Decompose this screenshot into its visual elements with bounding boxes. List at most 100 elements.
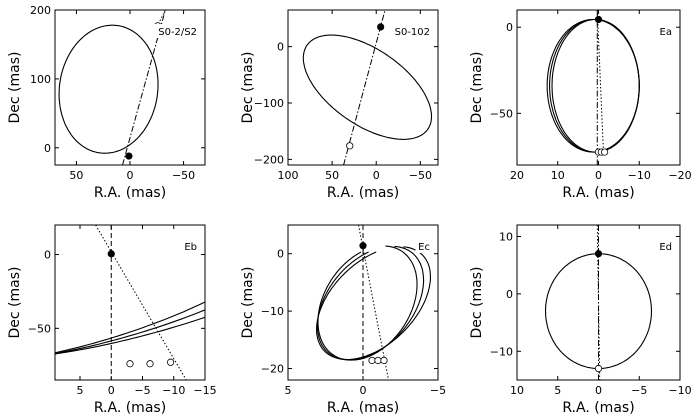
- current-position-marker: [107, 250, 115, 258]
- x-tick-label: 100: [278, 169, 299, 182]
- periapse-marker: [126, 360, 134, 368]
- panel-title-bg: [415, 239, 432, 253]
- orbit-curve: [55, 301, 205, 354]
- orbit-curve: [302, 34, 433, 140]
- y-axis-label: Dec (mas): [469, 267, 485, 339]
- orbit-curve: [55, 316, 205, 355]
- x-tick-label: −5: [134, 384, 150, 397]
- x-tick-label: −5: [430, 384, 446, 397]
- panel-title: Ec: [418, 242, 430, 253]
- dotted-line: [95, 225, 187, 380]
- panel-title-bg: [390, 24, 432, 38]
- plot-area: [316, 225, 431, 380]
- y-tick-label: −100: [254, 97, 284, 110]
- y-tick-label: 0: [506, 288, 513, 301]
- x-tick-label: 50: [69, 169, 83, 182]
- y-tick-label: 0: [506, 21, 513, 34]
- orbit-curve: [317, 245, 418, 361]
- plot-frame: [54, 224, 206, 381]
- x-tick-label: 0: [360, 384, 367, 397]
- x-tick-label: 5: [77, 384, 84, 397]
- dashdot-line: [122, 10, 166, 165]
- x-tick-label: 0: [595, 169, 602, 182]
- panel-title-bg: [657, 239, 674, 253]
- orbit-curve: [549, 18, 640, 153]
- panel-3: 20 10 0 −10 −20 0 −50 R.A. (mas) Dec (mas) Ea: [469, 9, 692, 201]
- y-axis-label: Dec (mas): [240, 52, 256, 124]
- y-tick-label: 10: [499, 230, 513, 243]
- panel-4: 5 0 −5 −10 −15 0 −50 R.A. (mas) Dec (mas) Eb: [7, 224, 217, 416]
- x-tick-label: 0: [595, 384, 602, 397]
- plot-area: [546, 10, 640, 165]
- plot-frame: [516, 9, 681, 166]
- x-axis-label: R.A. (mas): [94, 185, 166, 201]
- y-tick-label: −20: [261, 363, 284, 376]
- orbit-curve: [546, 18, 640, 153]
- periapse-marker: [146, 360, 154, 368]
- panel-title: S0-102: [395, 27, 430, 38]
- current-position-marker: [359, 242, 367, 250]
- orbit-curve: [55, 309, 205, 355]
- x-tick-label: −10: [628, 169, 651, 182]
- periapse-marker: [594, 364, 603, 373]
- periapse-marker: [368, 356, 376, 365]
- y-tick-label: −10: [261, 305, 284, 318]
- x-tick-label: 5: [285, 384, 292, 397]
- x-axis-label: R.A. (mas): [327, 400, 399, 416]
- periapse-marker: [601, 148, 609, 156]
- plot-area: [544, 225, 653, 380]
- orbit-curve: [58, 24, 159, 154]
- panel-title-bg: [657, 24, 674, 38]
- x-tick-label: 20: [510, 169, 524, 182]
- x-tick-label: 10: [510, 384, 524, 397]
- dotted-line: [596, 10, 604, 152]
- x-tick-label: 50: [325, 169, 339, 182]
- periapse-marker: [380, 356, 388, 365]
- x-axis-label: R.A. (mas): [327, 185, 399, 201]
- current-position-marker: [594, 250, 603, 258]
- current-position-marker: [125, 152, 133, 160]
- x-axis-label: R.A. (mas): [562, 185, 634, 201]
- panel-title-bg: [151, 24, 199, 38]
- plot-area: [58, 10, 166, 165]
- x-axis-label: R.A. (mas): [94, 400, 166, 416]
- y-tick-label: 200: [30, 4, 51, 17]
- y-tick-label: −200: [254, 153, 284, 166]
- y-tick-label: 0: [44, 142, 51, 155]
- y-axis-label: Dec (mas): [240, 267, 256, 339]
- x-tick-label: −50: [409, 169, 432, 182]
- x-axis-label: R.A. (mas): [562, 400, 634, 416]
- panel-title: Ed: [659, 242, 672, 253]
- y-tick-label: −10: [490, 345, 513, 358]
- periapse-marker: [374, 356, 382, 365]
- panel-1: 50 0 −50 0 100 200 R.A. (mas) Dec (mas) S0-2/S2: [7, 4, 206, 201]
- panel-title: S0-2/S2: [158, 27, 197, 38]
- x-tick-label: −5: [631, 384, 647, 397]
- y-tick-label: −50: [490, 107, 513, 120]
- orbit-curve: [316, 245, 425, 361]
- y-tick-label: −50: [28, 322, 51, 335]
- panel-title-bg: [182, 239, 199, 253]
- panel-title: Ea: [660, 27, 672, 38]
- periapse-marker: [346, 142, 354, 150]
- x-tick-label: 0: [108, 384, 115, 397]
- x-tick-label: 0: [127, 169, 134, 182]
- panel-2: 100 50 0 −50 0 −100 −200 R.A. (mas) Dec (mas) S0-…: [240, 9, 439, 201]
- y-tick-label: 0: [277, 248, 284, 261]
- x-tick-label: 0: [373, 169, 380, 182]
- x-tick-label: −10: [162, 384, 185, 397]
- y-axis-label: Dec (mas): [7, 267, 23, 339]
- panel-6: 10 5 0 −5 −10 10 0 −10 R.A. (mas) Dec (mas) Ed: [469, 224, 692, 416]
- dashdot-line: [343, 10, 386, 165]
- orbit-curve: [316, 246, 431, 361]
- periapse-marker: [167, 358, 175, 366]
- y-tick-label: 0: [44, 249, 51, 262]
- current-position-marker: [594, 15, 603, 24]
- x-tick-label: 10: [551, 169, 565, 182]
- y-axis-label: Dec (mas): [469, 52, 485, 124]
- x-tick-label: −10: [668, 384, 691, 397]
- y-axis-label: Dec (mas): [7, 52, 23, 124]
- plot-frame: [287, 9, 439, 166]
- x-tick-label: −50: [172, 169, 195, 182]
